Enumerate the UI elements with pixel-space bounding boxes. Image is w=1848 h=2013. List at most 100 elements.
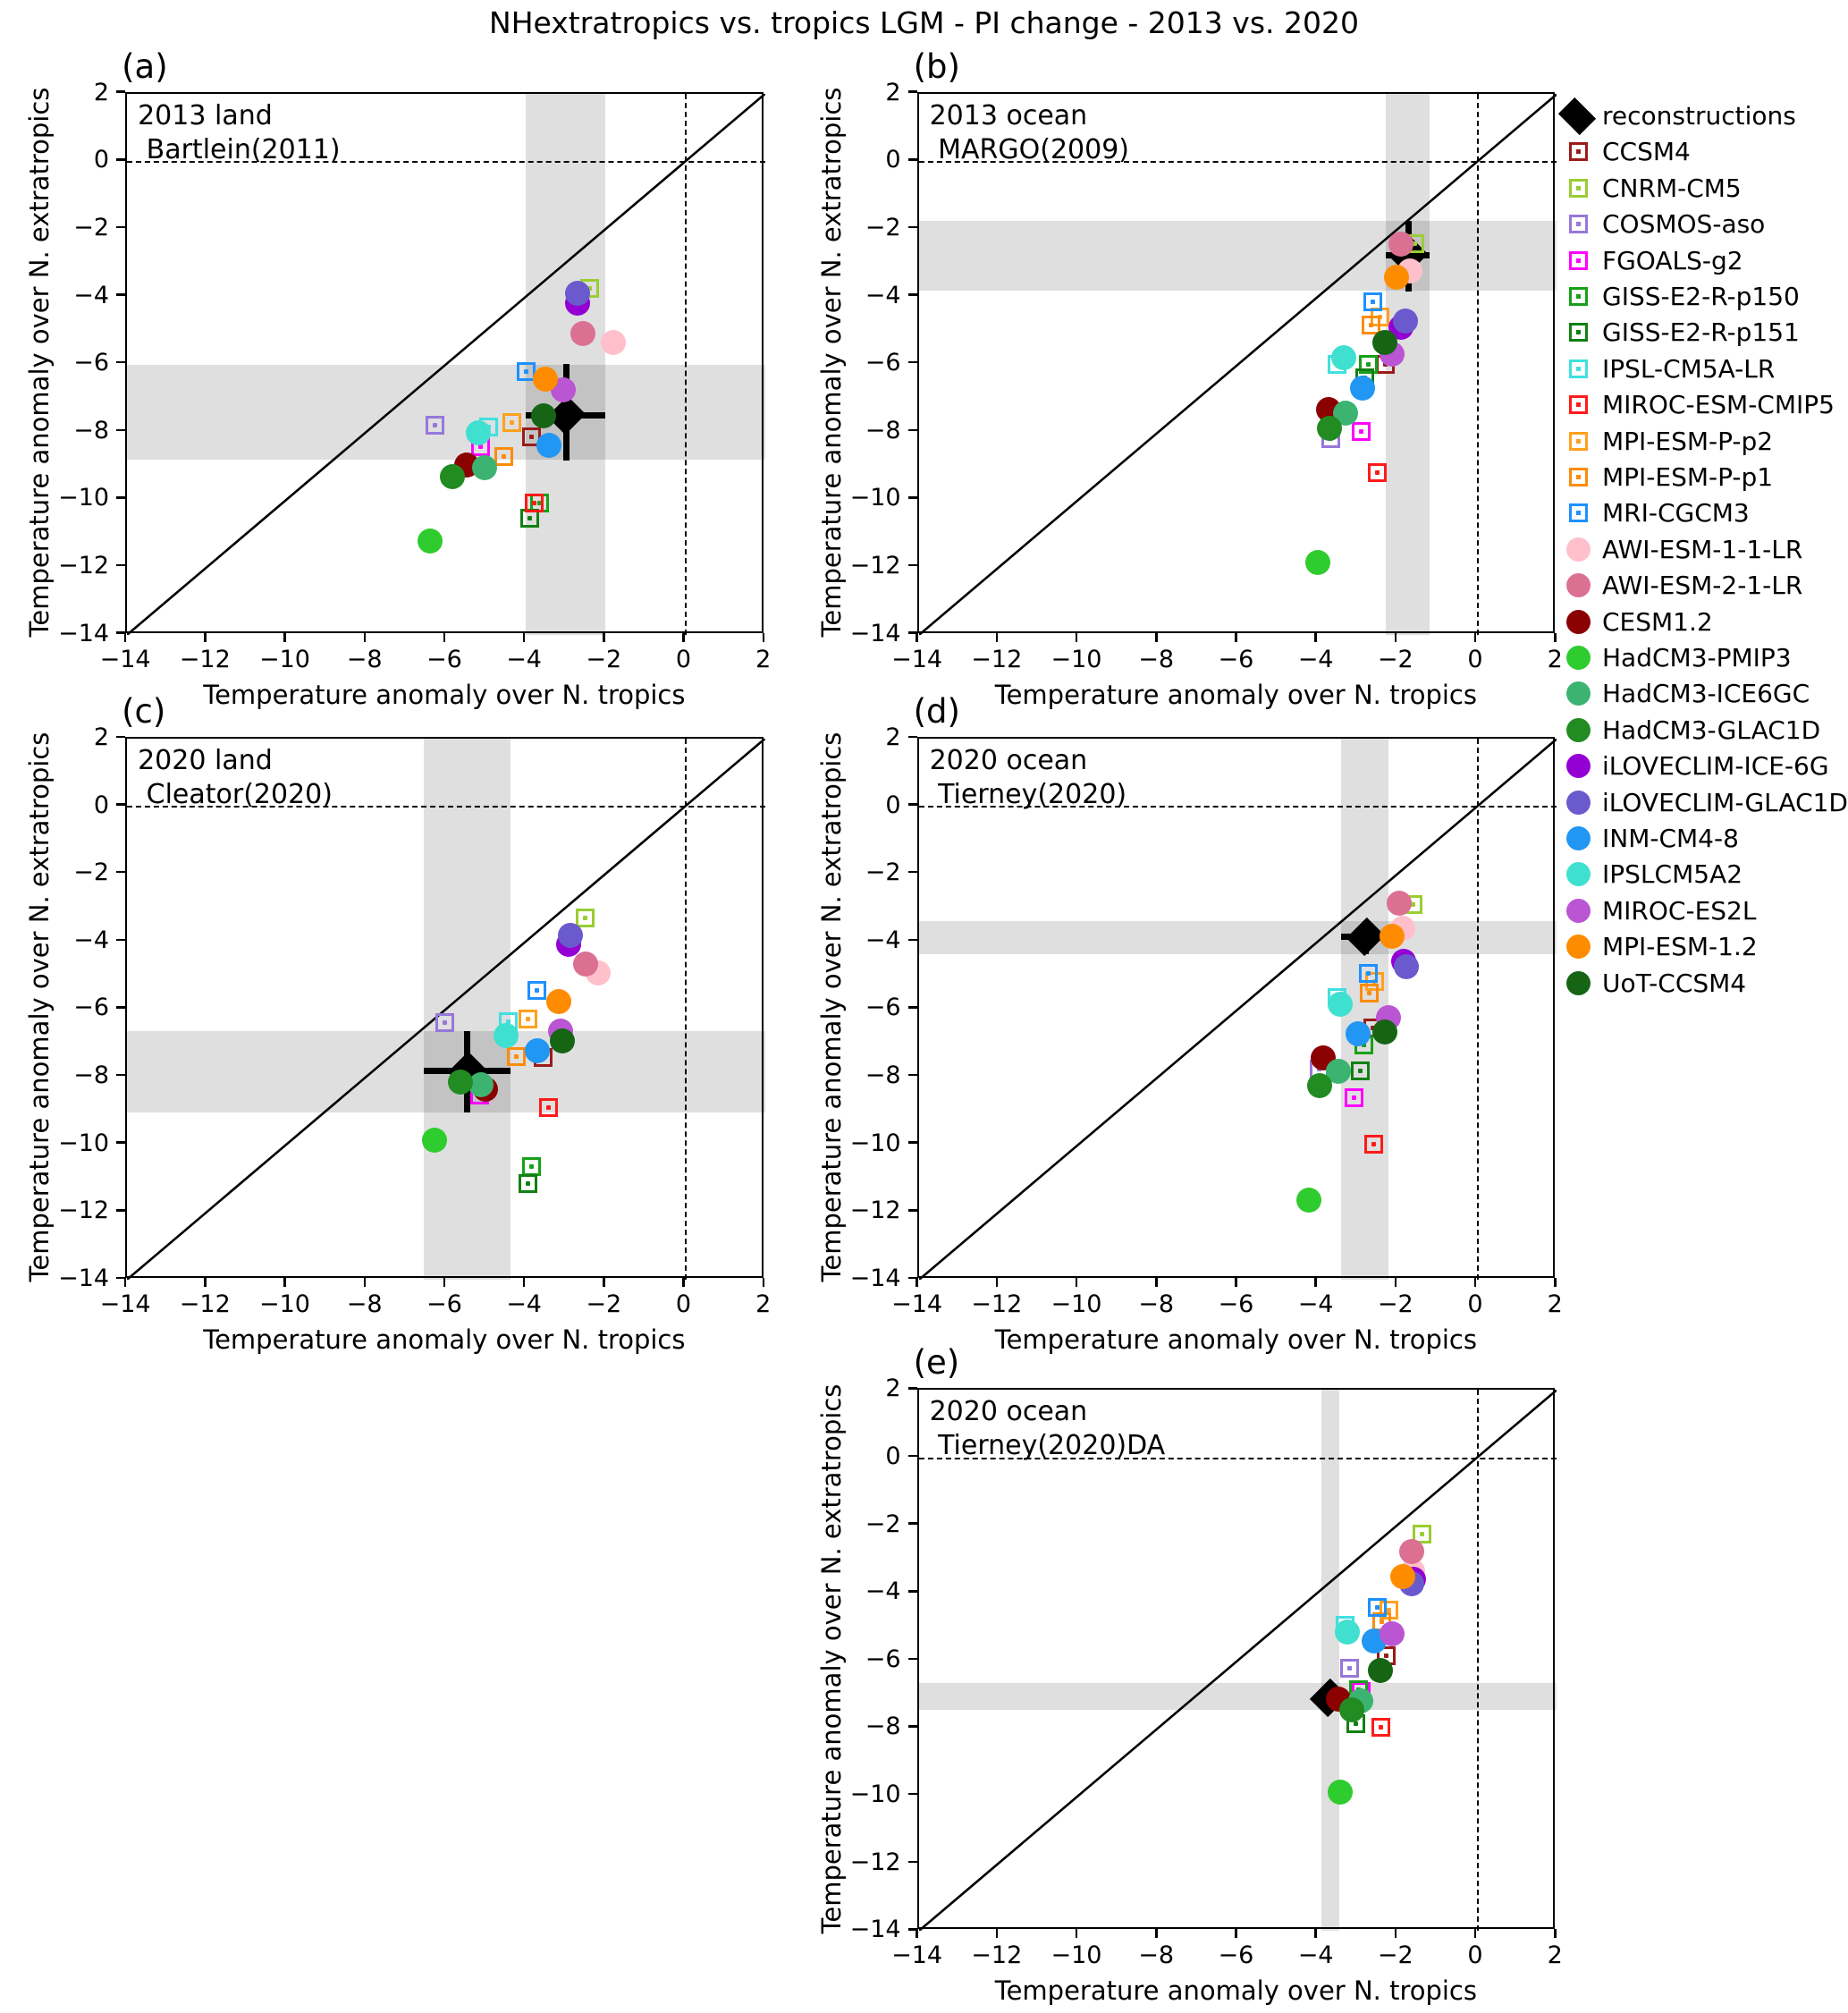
y-tick-label: 2 [885, 1374, 901, 1403]
data-point-UoT-CCSM4 [1371, 329, 1397, 355]
x-tick-label: 2 [755, 645, 772, 673]
data-point-MRI-CGCM3 [1367, 1598, 1387, 1618]
legend-square-dot [1576, 149, 1581, 155]
legend-label: CESM1.2 [1602, 606, 1713, 637]
legend-circle-icon [1566, 935, 1591, 960]
data-point-center-dot [501, 454, 506, 460]
legend-square-icon [1569, 287, 1588, 306]
y-tick [116, 870, 126, 874]
y-uncertainty-band [918, 920, 1557, 955]
x-tick-label: −4 [506, 645, 542, 673]
x-tick [1155, 1277, 1158, 1287]
x-tick [1075, 1277, 1078, 1287]
data-point-center-dot [1419, 1531, 1424, 1536]
legend-label: CNRM-CM5 [1602, 173, 1742, 203]
y-tick-label: −2 [865, 213, 901, 241]
data-point-center-dot [1413, 241, 1418, 247]
one-to-one-line [918, 1390, 1557, 1932]
legend-square-icon [1569, 250, 1588, 270]
data-point-HadCM3-GLAC1D [1338, 1697, 1364, 1723]
data-point-INM-CM4-8 [536, 433, 561, 459]
panel-caption-e: 2020 ocean Tierney(2020)DA [929, 1396, 1166, 1462]
y-tick-label: 0 [885, 1442, 901, 1470]
data-point-MPI-ESM-1.2 [532, 367, 558, 393]
data-point-center-dot [1366, 361, 1371, 367]
y-tick-label: −8 [73, 1061, 110, 1089]
x-tick-label: −12 [971, 645, 1023, 673]
data-point-HadCM3-ICE6GC [468, 1072, 494, 1098]
data-point-center-dot [1387, 1607, 1392, 1612]
x-tick-label: −4 [1297, 1941, 1334, 1970]
data-point-MPI-ESM-1.2 [546, 989, 572, 1015]
data-point-HadCM3-ICE6GC [471, 454, 497, 480]
data-point-AWI-ESM-2-1-LR [572, 951, 598, 977]
x-tick [204, 1277, 207, 1287]
data-point-center-dot [529, 434, 535, 439]
x-tick-label: 0 [1467, 645, 1483, 673]
legend-diamond-icon [1557, 97, 1597, 136]
x-tick-label: −14 [99, 645, 151, 673]
data-point-INM-CM4-8 [1349, 375, 1375, 401]
y-tick-label: −12 [58, 552, 110, 580]
data-point-MRI-CGCM3 [1363, 292, 1382, 311]
data-point-MPI-ESM-1.2 [1390, 1563, 1416, 1589]
y-axis-label: Temperature anomaly over N. extratropics [815, 732, 847, 1282]
x-tick [1554, 1277, 1557, 1287]
legend-square-icon [1569, 503, 1588, 523]
zero-line-horizontal [918, 1457, 1557, 1459]
data-point-center-dot [1359, 429, 1364, 435]
x-tick-label: −4 [1297, 1290, 1334, 1318]
x-tick-label: −14 [891, 1941, 943, 1970]
y-tick [907, 1387, 917, 1390]
y-axis-label: Temperature anomaly over N. extratropics [24, 732, 55, 1282]
legend-label: GISS-E2-R-p151 [1602, 317, 1800, 348]
x-tick [995, 1929, 999, 1939]
data-point-INM-CM4-8 [525, 1038, 551, 1064]
x-tick [916, 1929, 918, 1939]
y-tick [907, 293, 917, 296]
y-tick-label: −8 [73, 416, 110, 444]
zero-line-horizontal [127, 161, 765, 164]
x-tick [1155, 632, 1158, 642]
panel-e-plot-area: 2020 ocean Tierney(2020)DA [916, 1388, 1557, 1932]
x-tick [1314, 1929, 1317, 1939]
data-point-CNRM-CM5 [576, 908, 595, 927]
x-tick-label: −2 [586, 645, 622, 673]
legend-label: AWI-ESM-2-1-LR [1602, 571, 1803, 601]
data-point-HadCM3-PMIP3 [1327, 1779, 1353, 1805]
legend-square-dot [1576, 402, 1581, 408]
x-tick-label: −10 [259, 1290, 310, 1318]
data-point-UoT-CCSM4 [1371, 1019, 1397, 1045]
y-tick-label: 0 [885, 791, 901, 819]
y-tick-label: −10 [849, 1129, 901, 1157]
zero-line-horizontal [918, 806, 1557, 808]
panel-letter-a: (a) [122, 47, 168, 86]
x-tick [1554, 632, 1557, 642]
data-point-center-dot [529, 1163, 535, 1169]
data-point-IPSLCM5A2 [1330, 345, 1356, 371]
y-tick [907, 90, 917, 93]
y-tick-label: −10 [849, 1780, 901, 1809]
data-point-GISS-E2-R-p150 [1359, 354, 1379, 374]
y-tick-label: −4 [73, 926, 110, 954]
x-tick [283, 632, 286, 642]
legend-square-dot [1576, 438, 1581, 444]
data-point-AWI-ESM-2-1-LR [1387, 890, 1413, 916]
legend-circle-icon [1566, 537, 1591, 562]
panel-caption-c: 2020 land Cleator(2020) [138, 744, 333, 810]
y-tick-label: −14 [849, 619, 901, 647]
x-tick [995, 632, 999, 642]
x-tick [603, 1277, 605, 1287]
y-tick [907, 1590, 917, 1593]
y-tick [907, 225, 917, 229]
data-point-center-dot [1371, 1142, 1376, 1147]
y-tick [907, 1276, 917, 1280]
x-tick-label: −6 [426, 645, 462, 673]
y-tick-label: −10 [58, 484, 110, 512]
y-tick-label: −12 [849, 552, 901, 580]
data-point-HadCM3-GLAC1D [1306, 1072, 1332, 1098]
data-point-center-dot [1352, 1095, 1357, 1100]
panel-d-plot-area: 2020 ocean Tierney(2020) [916, 736, 1557, 1280]
x-tick [1394, 632, 1397, 642]
data-point-center-dot [1379, 1724, 1383, 1730]
